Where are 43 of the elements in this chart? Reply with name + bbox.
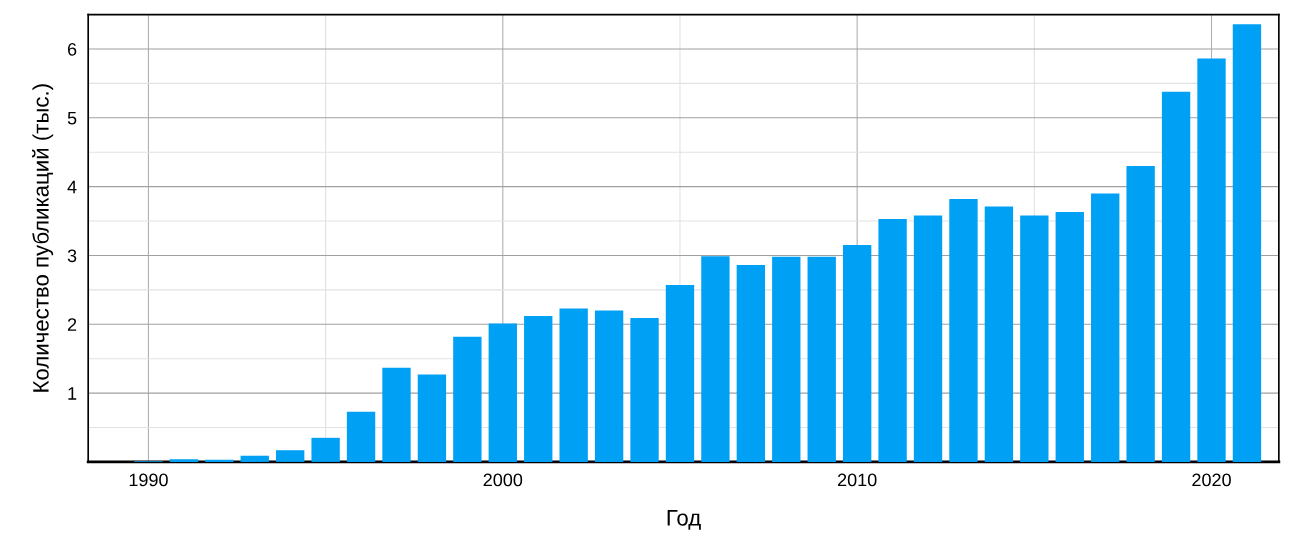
bar <box>1126 165 1155 462</box>
bar <box>665 285 695 462</box>
bar <box>240 455 269 462</box>
bar <box>276 450 305 462</box>
bar <box>311 437 340 462</box>
y-tick-label: 1 <box>68 387 77 400</box>
bar <box>205 459 234 462</box>
bar <box>984 206 1014 462</box>
bar <box>169 459 199 462</box>
bar <box>630 318 659 462</box>
y-tick-label: 4 <box>67 180 77 194</box>
y-tick-label: 6 <box>67 42 77 56</box>
bar <box>559 308 588 462</box>
y-tick-label: 2 <box>67 318 77 331</box>
bar <box>842 245 872 462</box>
bar <box>1055 212 1084 462</box>
x-tick-label: 2010 <box>837 473 877 487</box>
x-tick-label: 2000 <box>483 473 523 487</box>
bar <box>594 310 624 462</box>
bar <box>913 215 943 462</box>
bar <box>878 218 907 462</box>
bar <box>1091 193 1120 462</box>
y-tick-label: 3 <box>67 249 77 263</box>
bar <box>772 256 801 462</box>
bar <box>417 374 447 462</box>
x-tick-label: 2020 <box>1192 473 1231 487</box>
bar <box>701 256 730 462</box>
y-tick-label: 5 <box>67 111 77 125</box>
bar <box>949 199 978 462</box>
bar <box>524 316 553 462</box>
bar <box>453 336 482 462</box>
bar <box>736 265 766 462</box>
bar <box>488 323 517 462</box>
bar <box>382 367 411 462</box>
x-tick-label: 1990 <box>129 473 168 487</box>
y-axis-title: Количество публикаций (тыс.) <box>32 84 54 392</box>
bar <box>1232 24 1262 462</box>
bar <box>807 256 836 462</box>
bar <box>1020 215 1049 462</box>
bar <box>1197 58 1226 462</box>
x-axis-title: Год <box>667 510 701 530</box>
bar <box>346 411 376 462</box>
bar <box>1161 91 1191 462</box>
